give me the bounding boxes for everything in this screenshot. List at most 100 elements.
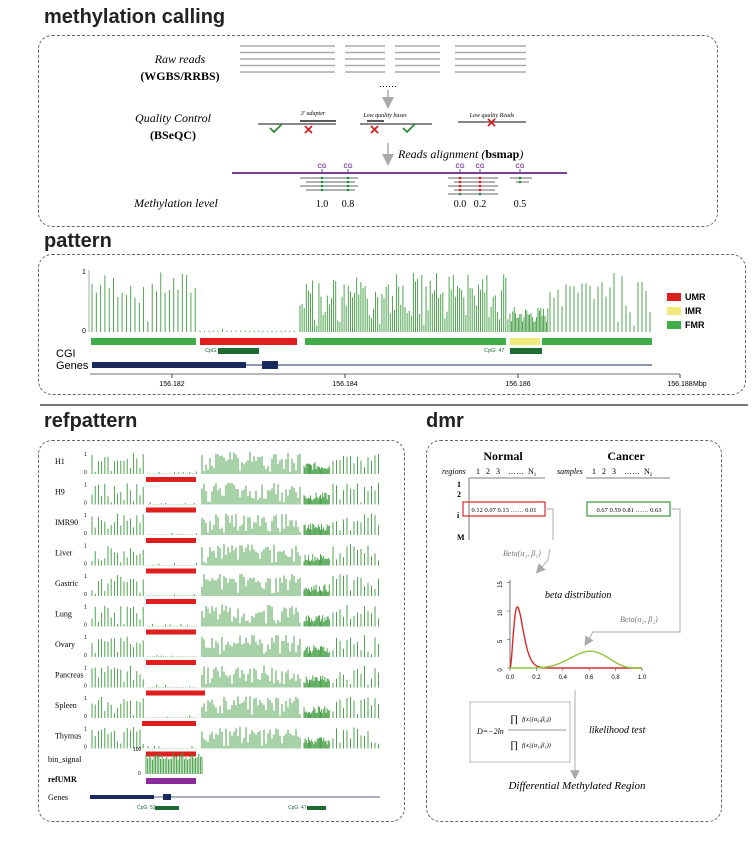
- normal-column-headers: 1 2 3…… N1: [476, 467, 537, 478]
- ref-track-ybottom: 0: [84, 684, 87, 690]
- ref-track-label: Liver: [55, 549, 73, 558]
- cancer-values: 0.67 0.59 0.81 …… 0.63: [597, 507, 662, 514]
- cg-call-dot: [346, 176, 350, 180]
- ref-track-label: Ovary: [55, 640, 75, 649]
- panel-dmr: [426, 440, 722, 822]
- beta2-label: Beta(α₂, β₂): [620, 615, 658, 624]
- likelihood-formula: D=−2ln ∏ f(xᵢ|(α₀,β₀)) ∏ f(xᵢ|(α₁,β₁)): [476, 714, 566, 751]
- column-header: ……: [624, 467, 640, 476]
- level-2: 0.8: [342, 199, 355, 210]
- ref-track-ytop: 1: [84, 452, 87, 458]
- legend-umr-swatch: [667, 293, 681, 301]
- pattern-tick-1: 156.182: [159, 381, 184, 388]
- legend-imr-swatch: [667, 307, 681, 315]
- formula-denominator: f(xᵢ|(α₁,β₁)): [522, 742, 551, 749]
- level-4: 0.2: [474, 199, 487, 210]
- ref-track-ytop: 1: [84, 635, 87, 641]
- ref-track-ytop: 1: [84, 544, 87, 550]
- formula-numerator: f(xᵢ|(α₀,β₀)): [522, 716, 551, 723]
- pattern-x-ticks: 156.182 156.184 156.186 156.188 Mbp: [159, 374, 707, 388]
- ref-gene-exon-2: [163, 794, 171, 800]
- methylation-level-label: Methylation level: [133, 196, 218, 210]
- section-divider: [40, 404, 748, 406]
- ref-umr-segment: [146, 599, 196, 604]
- ref-track-ytop: 1: [84, 727, 87, 733]
- column-header: 3: [612, 467, 616, 476]
- pattern-gene-exon-2: [262, 361, 278, 369]
- bin-signal-label: bin_signal: [48, 755, 82, 764]
- state-segment: [200, 338, 297, 345]
- cross-icon-low-bases: [370, 125, 379, 134]
- beta-y-tick: 10: [498, 609, 504, 616]
- ref-track-label: Thymus: [55, 732, 81, 741]
- cg-site-label: CG: [476, 164, 485, 170]
- ref-cpg2-label: CpG: 47: [288, 805, 307, 811]
- row-m: M: [457, 533, 465, 542]
- ref-track-ybottom: 0: [84, 501, 87, 507]
- pattern-signal-track: [91, 272, 651, 332]
- ref-track-label: H1: [55, 457, 65, 466]
- ref-track-ybottom: 0: [84, 470, 87, 476]
- aligned-reads: [300, 176, 532, 196]
- beta1-label: Beta(α₁, β₁): [503, 549, 541, 558]
- cg-site-label: CG: [516, 164, 525, 170]
- cg-call-dot: [478, 188, 482, 192]
- pattern-cpg-island-2: [510, 348, 542, 354]
- raw-reads-sub: (WGBS/RRBS): [140, 69, 219, 83]
- ref-umr-segment: [146, 690, 205, 696]
- cg-call-dot: [320, 184, 324, 188]
- ref-track-ybottom: 0: [84, 745, 87, 751]
- pattern-cpg-island-1: [218, 348, 259, 354]
- bin-signal-bottom: 0: [138, 771, 141, 777]
- pattern-y-top: 1: [82, 269, 86, 276]
- ref-track-label: Pancreas: [55, 671, 83, 680]
- beta-y-tick: 0: [498, 668, 504, 672]
- ref-track-ytop: 1: [84, 483, 87, 489]
- beta1-curve: [509, 606, 642, 669]
- cg-call-dot: [458, 180, 462, 184]
- formula-lhs: D=−2ln: [476, 727, 504, 736]
- arrow-beta1-to-curve: [535, 548, 551, 574]
- column-header-sub: 2: [650, 473, 653, 478]
- cgi-label: CGI: [56, 348, 76, 360]
- cg-call-dot: [320, 188, 324, 192]
- refpattern-tracks: H110H910IMR9010Liver10Gastric10Lung10Ova…: [55, 452, 379, 757]
- reads-ellipsis: ……: [379, 79, 397, 89]
- beta-x-tick: 0.8: [611, 675, 620, 681]
- cg-call-dot: [478, 192, 482, 196]
- dmr-result-label: Differential Methylated Region: [507, 780, 646, 792]
- cg-call-dot: [478, 176, 482, 180]
- ref-umr-segment: [146, 538, 196, 543]
- alignment-label: Reads alignment (bsmap): [397, 147, 523, 161]
- legend-fmr-swatch: [667, 321, 681, 329]
- cg-call-dot: [478, 184, 482, 188]
- cg-call-dot: [518, 176, 522, 180]
- state-segment: [542, 338, 652, 345]
- cancer-connector: [584, 508, 681, 647]
- cg-call-dot: [320, 176, 324, 180]
- cg-call-dot: [320, 180, 324, 184]
- pattern-y-bottom: 0: [82, 328, 86, 335]
- level-3: 0.0: [454, 199, 467, 210]
- ref-track-label: Lung: [55, 610, 72, 619]
- cg-site-label: CG: [456, 164, 465, 170]
- check-icon-low-bases: [402, 123, 416, 134]
- ref-cpg-island-1: [155, 806, 179, 810]
- cg-call-dot: [346, 180, 350, 184]
- pattern-state-segments: [91, 338, 652, 345]
- cg-site-label: CG: [344, 164, 353, 170]
- ref-track-lung: Lung 1 0: [55, 605, 379, 635]
- cg-call-dot: [518, 180, 522, 184]
- title-dmr: dmr: [426, 410, 464, 432]
- column-header: N2: [644, 467, 653, 478]
- ref-cpg-island-2: [307, 806, 326, 810]
- pattern-gene-exon-1: [92, 362, 246, 368]
- row-i: i: [457, 511, 460, 520]
- pattern-cpg2-label: CpG: 47: [484, 348, 504, 354]
- cg-call-dot: [458, 176, 462, 180]
- ref-umr-segment: [146, 629, 196, 635]
- ref-track-ybottom: 0: [84, 562, 87, 568]
- beta-distribution-label: beta distribution: [545, 590, 611, 601]
- row-2: 2: [457, 490, 461, 499]
- pattern-tick-2: 156.184: [332, 381, 357, 388]
